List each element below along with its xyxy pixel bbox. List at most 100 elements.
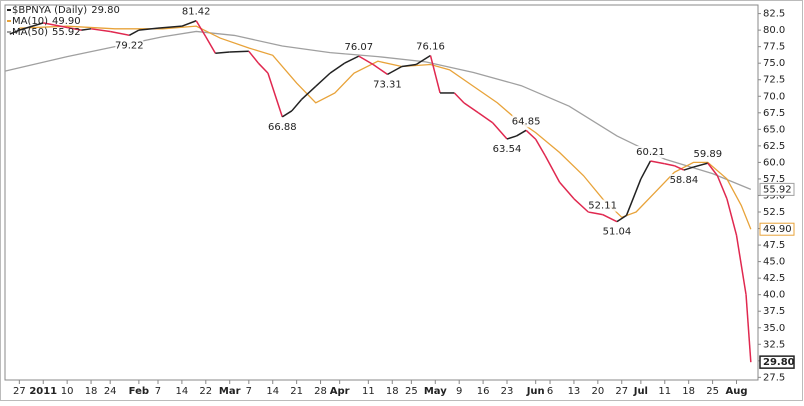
legend-name: MA(10)	[12, 16, 48, 27]
price-segment	[602, 213, 618, 223]
annotation: 73.31	[373, 79, 402, 90]
annotation-bg	[636, 146, 665, 159]
annotation: 76.16	[416, 42, 445, 53]
price-segment	[735, 235, 747, 295]
x-tick-label: 11	[362, 386, 375, 397]
price-segment	[387, 65, 403, 76]
y-tick-label: 32.5	[763, 339, 785, 350]
annotation-bg	[115, 39, 144, 52]
annotation-bg	[493, 142, 521, 155]
y-tick-label: 72.5	[763, 75, 785, 86]
annotation: 64.85	[512, 116, 541, 127]
price-segment	[401, 63, 417, 68]
price-segment	[415, 54, 431, 66]
x-tick-label: Aug	[725, 386, 747, 397]
price-segment	[463, 102, 479, 114]
price-segment	[300, 85, 317, 101]
price-segment	[291, 99, 302, 112]
price-segment	[19, 22, 44, 31]
x-tick-label: Feb	[129, 386, 149, 397]
price-segment	[157, 25, 182, 29]
price-segment	[726, 198, 738, 236]
price-segment	[205, 36, 217, 54]
price-segment	[650, 160, 665, 165]
price-segment	[674, 165, 685, 171]
last-value-tag	[759, 355, 795, 369]
price-segment	[429, 55, 441, 94]
price-segment	[344, 55, 360, 64]
y-tick-label: 65.0	[763, 124, 785, 135]
legend-name: $BPNYA (Daily)	[12, 5, 87, 16]
annotation-bg	[373, 78, 402, 91]
y-tick-label: 35.0	[763, 323, 785, 334]
plot-area	[4, 4, 759, 381]
price-segment	[248, 50, 259, 64]
annotation: 51.04	[603, 227, 632, 238]
y-tick-label: 75.0	[763, 58, 785, 69]
price-segment	[535, 138, 546, 157]
annotation: 66.88	[268, 122, 297, 133]
y-tick-label: 57.5	[763, 174, 785, 185]
annotation: 76.07	[344, 42, 373, 53]
x-tick-label: 9	[456, 386, 462, 397]
y-tick-label: 42.5	[763, 273, 785, 284]
annotation-bg	[344, 41, 373, 54]
x-tick-label: 25	[405, 386, 418, 397]
price-segment	[616, 214, 627, 223]
x-tick-label: 21	[290, 386, 303, 397]
y-tick-label: 60.0	[763, 157, 785, 168]
x-tick-label: 23	[501, 386, 514, 397]
price-segment	[640, 160, 652, 180]
legend-value: 29.80	[91, 5, 120, 16]
y-tick-label: 67.5	[763, 108, 785, 119]
price-segment	[195, 20, 207, 38]
price-segment	[267, 72, 284, 118]
x-tick-label: May	[424, 386, 447, 397]
x-tick-label: Mar	[219, 386, 241, 397]
x-tick-label: 11	[658, 386, 671, 397]
x-tick-label: 10	[61, 386, 74, 397]
last-value-label: 55.92	[763, 184, 792, 195]
x-tick-label: 16	[477, 386, 490, 397]
annotation: 59.89	[693, 149, 722, 160]
annotation: 60.21	[636, 147, 665, 158]
x-tick-label: Apr	[330, 386, 350, 397]
price-segment	[181, 20, 197, 27]
y-tick-label: 70.0	[763, 91, 785, 102]
price-segment	[453, 92, 465, 104]
price-segment	[559, 181, 575, 200]
price-segment	[215, 51, 230, 55]
price-segment	[128, 29, 140, 36]
x-tick-label: 7	[155, 386, 161, 397]
y-tick-label: 77.5	[763, 42, 785, 53]
price-segment	[138, 27, 159, 31]
price-segment	[477, 112, 494, 124]
annotation-bg	[512, 115, 541, 128]
x-tick-label: 28	[314, 386, 327, 397]
price-segment	[516, 129, 527, 137]
y-tick-label: 37.5	[763, 306, 785, 317]
price-segment	[315, 72, 331, 87]
price-segment	[90, 28, 111, 33]
price-segment	[588, 211, 603, 216]
annotation-bg	[182, 5, 211, 18]
price-segment	[664, 162, 675, 167]
price-segment	[716, 175, 728, 200]
x-tick-label: Jul	[633, 386, 648, 397]
x-tick-label: 27	[13, 386, 26, 397]
x-tick-label: 6	[547, 386, 553, 397]
annotation: 79.22	[115, 40, 144, 51]
last-value-label: 49.90	[763, 224, 792, 235]
x-tick-label: 24	[104, 386, 117, 397]
price-segment	[110, 30, 130, 37]
price-segment	[281, 110, 293, 118]
price-segment	[358, 55, 374, 66]
price-segment	[707, 162, 718, 177]
price-segment	[683, 166, 694, 171]
price-segment	[506, 135, 517, 140]
price-segment	[9, 29, 20, 35]
annotation-bg	[693, 148, 722, 161]
y-tick-label: 47.5	[763, 240, 785, 251]
price-segment	[67, 26, 82, 31]
